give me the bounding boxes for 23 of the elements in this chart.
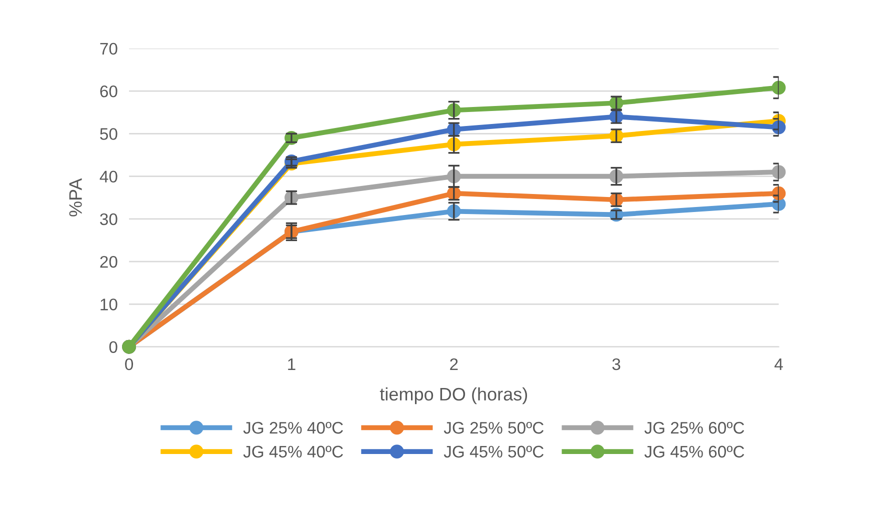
point bbox=[772, 80, 786, 95]
legend-label: JG 45% 60ºC bbox=[644, 446, 744, 458]
y-tick-label: 30 bbox=[100, 213, 118, 226]
x-tick-label: 3 bbox=[612, 358, 620, 370]
y-axis-title: %PA bbox=[69, 178, 82, 216]
y-tick-label: 40 bbox=[100, 170, 118, 183]
legend-label: JG 25% 60ºC bbox=[644, 422, 744, 434]
legend-label: JG 45% 40ºC bbox=[243, 446, 343, 458]
legend-label: JG 25% 40ºC bbox=[243, 422, 343, 434]
y-tick-label: 70 bbox=[100, 42, 118, 55]
x-tick-label: 1 bbox=[288, 358, 296, 370]
y-tick-label: 0 bbox=[109, 341, 118, 354]
x-axis-title: tiempo DO (horas) bbox=[380, 387, 528, 404]
y-tick-label: 50 bbox=[100, 128, 118, 140]
y-tick-label: 60 bbox=[100, 85, 118, 98]
x-tick-label: 2 bbox=[450, 358, 458, 370]
y-tick-label: 10 bbox=[100, 298, 118, 310]
legend-label: JG 45% 50ºC bbox=[444, 446, 544, 458]
point bbox=[772, 165, 786, 179]
legend-label: JG 25% 50ºC bbox=[444, 422, 544, 434]
x-tick-label: 4 bbox=[774, 358, 783, 370]
y-tick-label: 20 bbox=[100, 256, 118, 268]
x-tick-label: 0 bbox=[125, 358, 134, 370]
